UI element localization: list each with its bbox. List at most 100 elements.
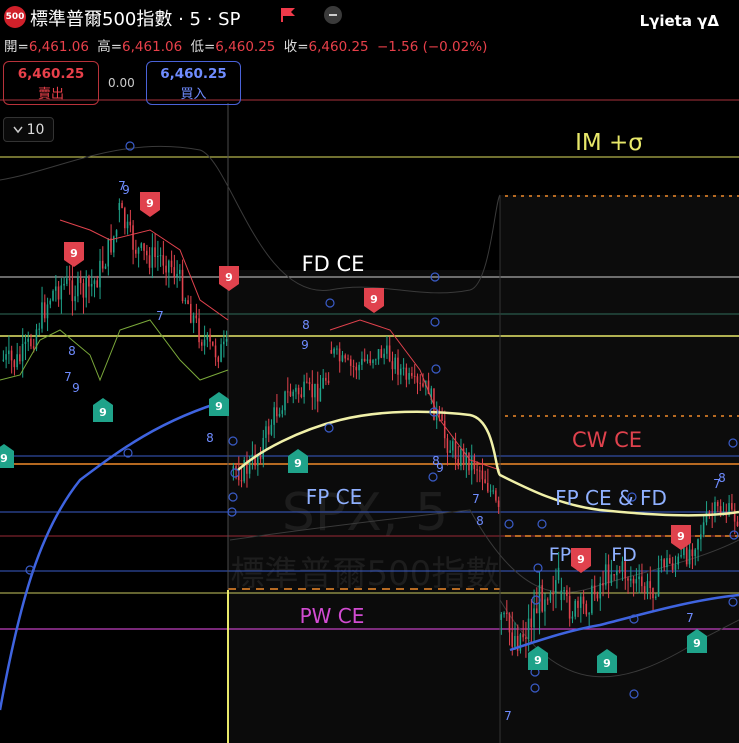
s1b-candle xyxy=(159,255,162,257)
s2a-candle xyxy=(246,459,248,474)
s3b-candle xyxy=(657,567,660,597)
s3c-candle xyxy=(719,506,722,515)
s2a-candle xyxy=(292,391,294,397)
s1b-candle xyxy=(220,344,222,362)
count-flag-up xyxy=(687,629,707,653)
sell-button[interactable]: 6,460.25 賣出 xyxy=(3,61,99,105)
count-digit: 8 xyxy=(302,318,310,332)
s3b-candle xyxy=(629,578,632,581)
s2b-candle xyxy=(380,349,383,358)
interval-value: 10 xyxy=(26,121,45,138)
s1b-candle xyxy=(173,267,176,277)
symbol-title[interactable]: 標準普爾500指數 · 5 · SP xyxy=(30,9,241,30)
s3a-candle xyxy=(516,635,519,651)
s1b-candle xyxy=(212,341,214,346)
s1b-candle xyxy=(157,255,159,258)
s3b-candle xyxy=(582,596,585,604)
open-value: 6,461.06 xyxy=(28,39,89,55)
count-flag-up xyxy=(597,649,617,673)
s2a-candle xyxy=(306,381,308,383)
count-flag-up-label: 9 xyxy=(534,654,542,667)
s3a-candle xyxy=(508,613,511,633)
s2a-candle xyxy=(278,413,281,417)
s1b-candle xyxy=(126,221,129,229)
s1b-candle xyxy=(162,255,165,266)
count-flag-down-label: 9 xyxy=(225,271,233,284)
band-marker xyxy=(728,597,738,607)
s2a-candle xyxy=(259,455,262,460)
chart-header: 500 標準普爾500指數 · 5 · SP Lγieta γΔ xyxy=(0,0,739,32)
s1b-candle xyxy=(206,334,209,340)
buy-price: 6,460.25 xyxy=(160,66,227,82)
s1b-candle xyxy=(203,339,206,346)
s2b-candle xyxy=(347,358,349,360)
s3c-candle xyxy=(663,559,665,568)
s1b-candle xyxy=(121,202,123,209)
s2a-candle xyxy=(248,460,251,474)
s2a-candle xyxy=(289,391,292,397)
minus-circle-icon[interactable] xyxy=(324,6,342,24)
s1b-candle xyxy=(165,265,167,273)
band-marker xyxy=(531,595,541,605)
vwap-line-2 xyxy=(509,593,739,652)
s2c-candle xyxy=(492,490,494,492)
s3b-candle xyxy=(649,581,651,588)
s3c-candle xyxy=(731,503,733,510)
count-flag-up xyxy=(528,646,548,670)
s1a-candle xyxy=(96,280,98,288)
level-label: FP CE xyxy=(306,485,363,509)
s3b-candle xyxy=(613,574,615,576)
lower-band-2 xyxy=(499,599,739,678)
band-marker xyxy=(429,407,439,417)
s2a-candle xyxy=(311,384,313,398)
band-marker xyxy=(430,272,440,282)
s1a-candle xyxy=(13,360,16,368)
s1a-candle xyxy=(49,300,52,305)
low-label: 低= xyxy=(190,39,216,55)
s1a-candle xyxy=(16,354,18,368)
count-digit: 7 xyxy=(504,709,512,723)
s1a-candle xyxy=(54,286,57,291)
mid-line xyxy=(237,410,739,517)
band-marker xyxy=(227,507,237,517)
s1a-candle xyxy=(85,276,87,298)
s2a-candle xyxy=(265,426,267,438)
buy-button[interactable]: 6,460.25 買入 xyxy=(146,61,241,105)
s1a-candle xyxy=(2,359,5,361)
s2a-candle xyxy=(281,410,284,414)
s3b-candle xyxy=(654,596,657,599)
s1a-candle xyxy=(24,341,27,344)
band-marker xyxy=(230,468,240,478)
s2b-candle xyxy=(413,375,416,377)
s3b-candle xyxy=(602,583,604,586)
s1b-candle xyxy=(140,243,143,248)
s1a-candle xyxy=(99,260,101,288)
s3b-candle xyxy=(621,561,624,571)
interval-selector[interactable]: 10 xyxy=(3,117,54,142)
s3c-candle xyxy=(702,522,705,535)
s2b-candle xyxy=(333,348,335,354)
s2b-candle xyxy=(399,368,402,375)
s2a-candle xyxy=(297,387,300,395)
s1b-candle xyxy=(225,339,228,342)
s3a-candle xyxy=(533,608,535,628)
count-flag-up-label: 9 xyxy=(693,637,701,650)
band-marker xyxy=(431,364,441,374)
s3c-candle xyxy=(660,559,663,561)
s2a-candle xyxy=(314,383,316,398)
count-digit: 8 xyxy=(432,454,440,468)
count-digit: 7 xyxy=(118,179,126,193)
buy-label: 買入 xyxy=(180,87,207,102)
count-flag-up-label: 9 xyxy=(215,400,223,413)
s2a-candle xyxy=(273,407,275,425)
close-label: 收= xyxy=(283,39,309,55)
s3a-candle xyxy=(552,593,554,595)
s3b-candle xyxy=(632,578,635,584)
s1a-candle xyxy=(110,238,112,253)
s2a-candle xyxy=(286,391,289,393)
band-marker xyxy=(537,519,547,529)
s2a-candle xyxy=(276,407,278,417)
s1a-candle xyxy=(41,302,43,329)
flag-icon[interactable] xyxy=(280,8,296,22)
